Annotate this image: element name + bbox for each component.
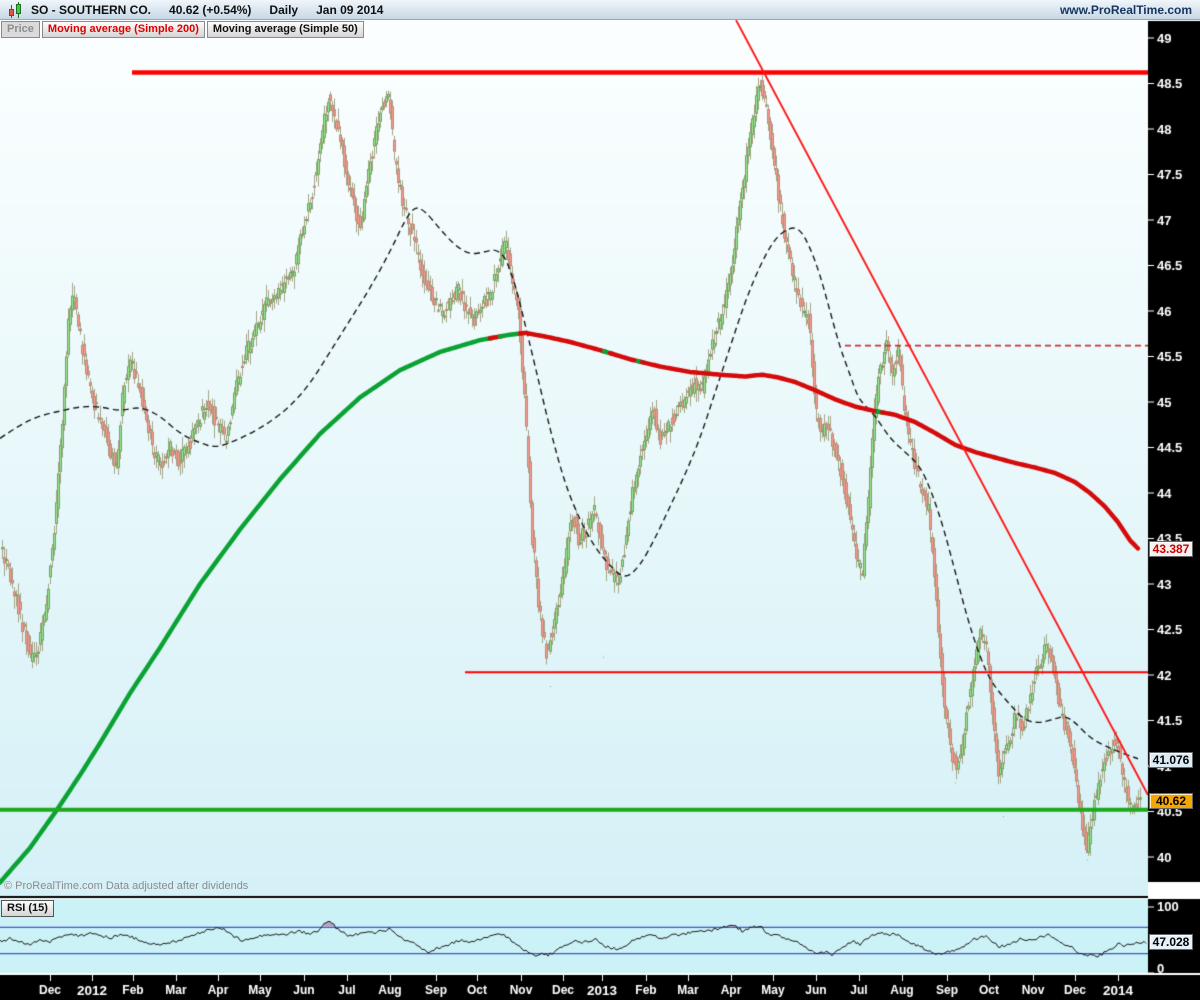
price-label-rsi: 47.028 <box>1149 934 1193 950</box>
candlestick-logo-icon <box>8 1 24 18</box>
session-date: Jan 09 2014 <box>316 2 384 17</box>
last-quote: 40.62 (+0.54%) <box>169 2 252 17</box>
timeframe-label: Daily <box>269 2 299 17</box>
copyright-notice: © ProRealTime.com Data adjusted after di… <box>4 880 249 892</box>
price-label-ma200: 43.387 <box>1149 541 1193 557</box>
ma50-indicator-button[interactable]: Moving average (Simple 50) <box>206 21 364 38</box>
indicator-button-row: Price Moving average (Simple 200) Moving… <box>1 21 364 38</box>
price-label-ma50: 41.076 <box>1149 752 1193 768</box>
title-bar: SO - SOUTHERN CO. 40.62 (+0.54%) Daily J… <box>0 0 1200 20</box>
instrument-symbol: SO - SOUTHERN CO. <box>31 2 152 17</box>
prorealtime-site-link[interactable]: www.ProRealTime.com <box>1059 2 1192 17</box>
price-indicator-button[interactable]: Price <box>1 21 40 38</box>
rsi-indicator-button[interactable]: RSI (15) <box>1 900 54 917</box>
price-label-last: 40.62 <box>1149 793 1193 809</box>
ma200-indicator-button[interactable]: Moving average (Simple 200) <box>41 21 205 38</box>
